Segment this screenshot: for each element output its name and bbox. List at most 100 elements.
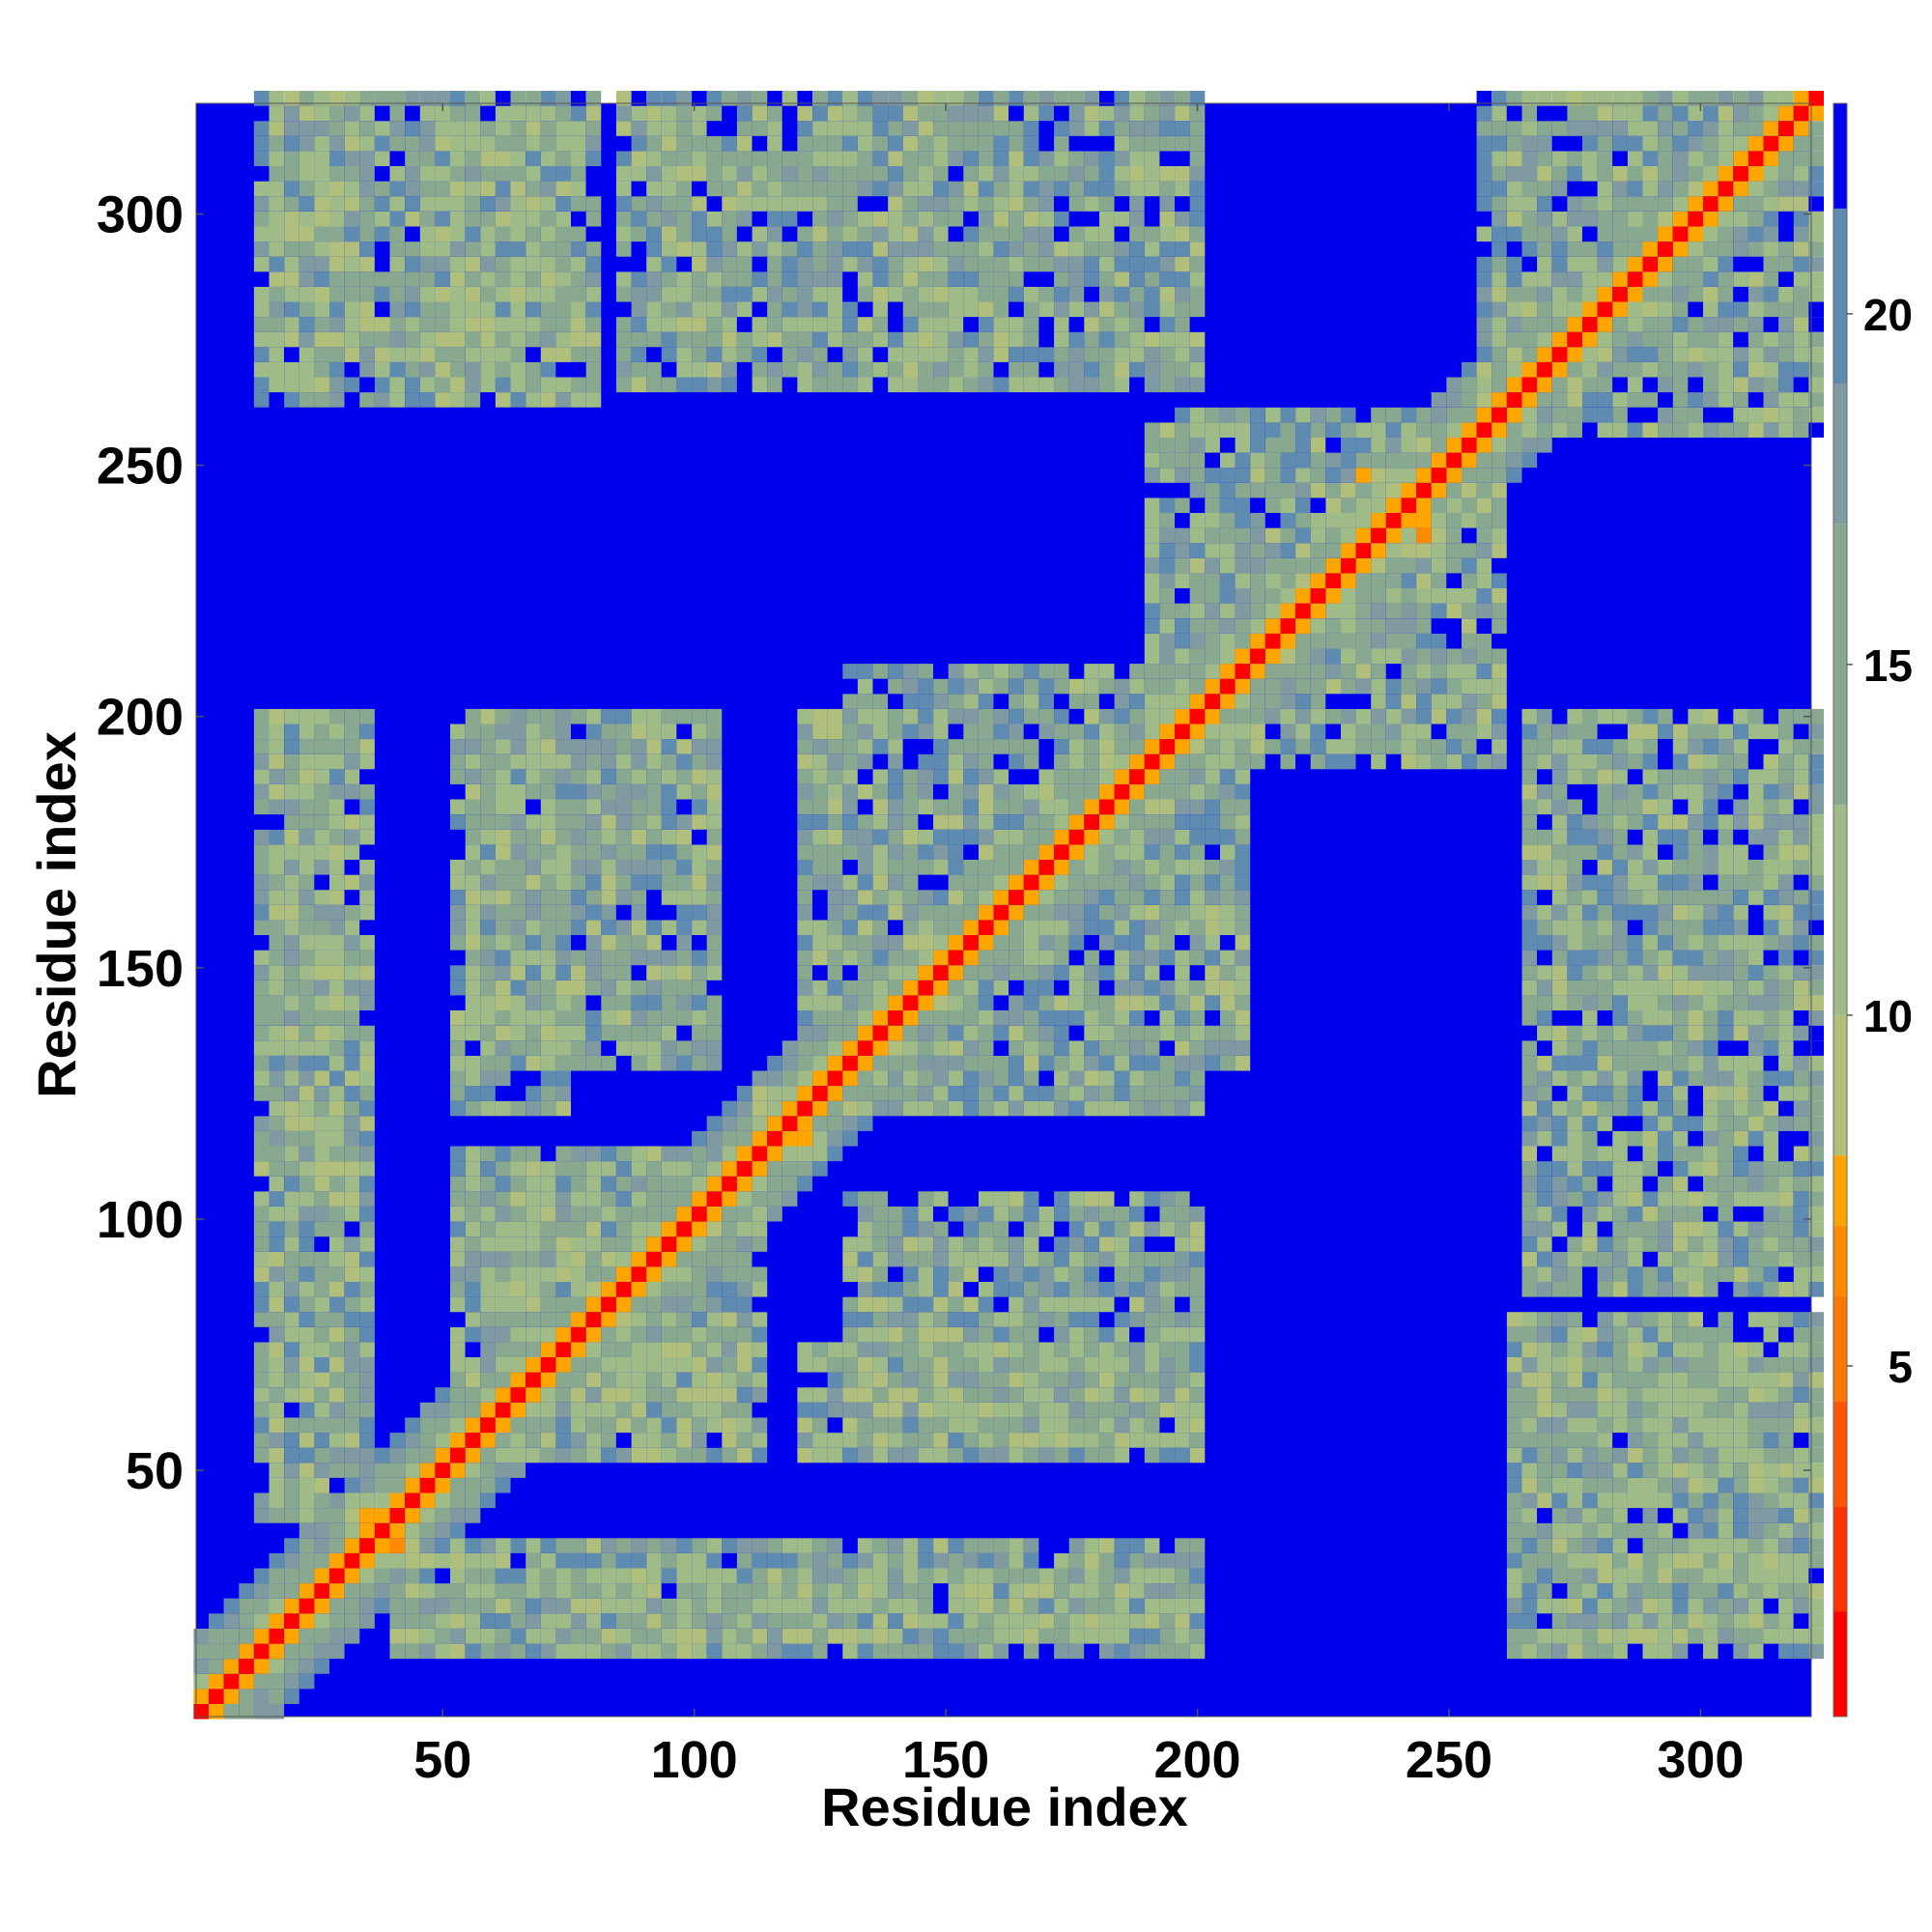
- heatmap-cell: [253, 1447, 270, 1463]
- heatmap-cell: [979, 769, 994, 784]
- heatmap-cell: [918, 1100, 934, 1117]
- heatmap-cell: [526, 890, 541, 905]
- heatmap-cell: [1264, 543, 1281, 558]
- heatmap-cell: [495, 1040, 511, 1056]
- heatmap-cell: [284, 1568, 299, 1584]
- heatmap-cell: [495, 377, 511, 393]
- heatmap-cell: [571, 799, 586, 815]
- heatmap-cell: [812, 1161, 828, 1177]
- heatmap-cell: [1054, 226, 1069, 242]
- heatmap-cell: [797, 724, 812, 740]
- heatmap-cell: [510, 1296, 526, 1313]
- heatmap-cell: [298, 317, 315, 332]
- heatmap-cell: [571, 1040, 586, 1056]
- heatmap-cell: [1220, 935, 1236, 951]
- heatmap-cell: [888, 678, 903, 695]
- heatmap-cell: [1114, 753, 1130, 770]
- heatmap-cell: [480, 226, 496, 242]
- heatmap-cell: [450, 935, 466, 951]
- heatmap-cell: [963, 1251, 979, 1267]
- heatmap-cell: [752, 1161, 768, 1177]
- heatmap-cell: [495, 920, 511, 935]
- heatmap-cell: [948, 361, 964, 378]
- heatmap-cell: [269, 980, 285, 996]
- heatmap-cell: [812, 361, 828, 378]
- heatmap-cell: [344, 935, 360, 951]
- heatmap-cell: [405, 211, 420, 227]
- heatmap-cell: [480, 135, 496, 152]
- heatmap-cell: [314, 708, 329, 724]
- heatmap-cell: [480, 1191, 496, 1207]
- heatmap-cell: [979, 1447, 994, 1463]
- heatmap-cell: [1009, 814, 1024, 830]
- heatmap-cell: [329, 211, 345, 227]
- heatmap-cell: [646, 739, 662, 754]
- heatmap-cell: [1099, 301, 1115, 318]
- heatmap-cell: [1159, 844, 1176, 860]
- heatmap-cell: [902, 347, 919, 362]
- heatmap-cell: [631, 1447, 647, 1463]
- heatmap-cell: [1159, 769, 1176, 784]
- heatmap-cell: [526, 935, 541, 951]
- heatmap-cell: [1114, 1191, 1130, 1207]
- heatmap-cell: [405, 392, 420, 408]
- heatmap-cell: [797, 860, 812, 875]
- heatmap-cell: [1099, 1417, 1115, 1434]
- heatmap-cell: [1009, 1387, 1024, 1403]
- heatmap-cell: [933, 890, 949, 905]
- heatmap-cell: [1175, 1629, 1190, 1644]
- heatmap-cell: [223, 1689, 240, 1704]
- heatmap-cell: [465, 1146, 481, 1162]
- heatmap-cell: [419, 211, 436, 227]
- heatmap-cell: [495, 860, 511, 875]
- heatmap-cell: [615, 844, 632, 860]
- heatmap-cell: [284, 1463, 299, 1478]
- heatmap-cell: [314, 965, 329, 980]
- heatmap-cell: [918, 995, 934, 1010]
- heatmap-cell: [540, 1568, 556, 1584]
- heatmap-cell: [359, 196, 375, 212]
- heatmap-cell: [1084, 1236, 1099, 1252]
- heatmap-cell: [269, 1552, 285, 1569]
- heatmap-cell: [284, 860, 299, 875]
- heatmap-cell: [706, 1282, 723, 1297]
- heatmap-cell: [344, 105, 360, 122]
- heatmap-cell: [526, 151, 541, 166]
- heatmap-cell: [706, 361, 723, 378]
- heatmap-cell: [615, 151, 632, 166]
- heatmap-cell: [1054, 196, 1069, 212]
- heatmap-cell: [752, 1070, 768, 1087]
- heatmap-cell: [1054, 271, 1069, 287]
- heatmap-cell: [1023, 166, 1039, 182]
- heatmap-cell: [1295, 678, 1311, 695]
- heatmap-cell: [1129, 1296, 1145, 1313]
- heatmap-cell: [752, 105, 768, 122]
- heatmap-cell: [722, 135, 737, 152]
- heatmap-cell: [842, 950, 858, 966]
- heatmap-cell: [1341, 588, 1356, 604]
- heatmap-cell: [1189, 256, 1206, 272]
- heatmap-cell: [842, 1568, 858, 1584]
- heatmap-cell: [269, 242, 285, 257]
- heatmap-cell: [585, 121, 602, 136]
- heatmap-cell: [1159, 1326, 1176, 1343]
- heatmap-cell: [963, 1568, 979, 1584]
- heatmap-cell: [314, 1552, 329, 1569]
- heatmap-cell: [993, 1236, 1009, 1252]
- heatmap-cell: [1341, 557, 1356, 574]
- heatmap-cell: [314, 1266, 329, 1282]
- heatmap-cell: [857, 1266, 873, 1282]
- heatmap-cell: [631, 1206, 647, 1222]
- heatmap-cell: [526, 1433, 541, 1448]
- heatmap-cell: [1084, 1568, 1099, 1584]
- heatmap-cell: [812, 1598, 828, 1614]
- heatmap-cell: [510, 829, 526, 845]
- heatmap-cell: [692, 121, 707, 136]
- heatmap-cell: [555, 799, 571, 815]
- heatmap-cell: [1084, 844, 1099, 860]
- heatmap-cell: [767, 196, 782, 212]
- heatmap-cell: [1385, 648, 1402, 665]
- heatmap-cell: [948, 1266, 964, 1282]
- heatmap-cell: [888, 196, 903, 212]
- heatmap-cell: [857, 904, 873, 921]
